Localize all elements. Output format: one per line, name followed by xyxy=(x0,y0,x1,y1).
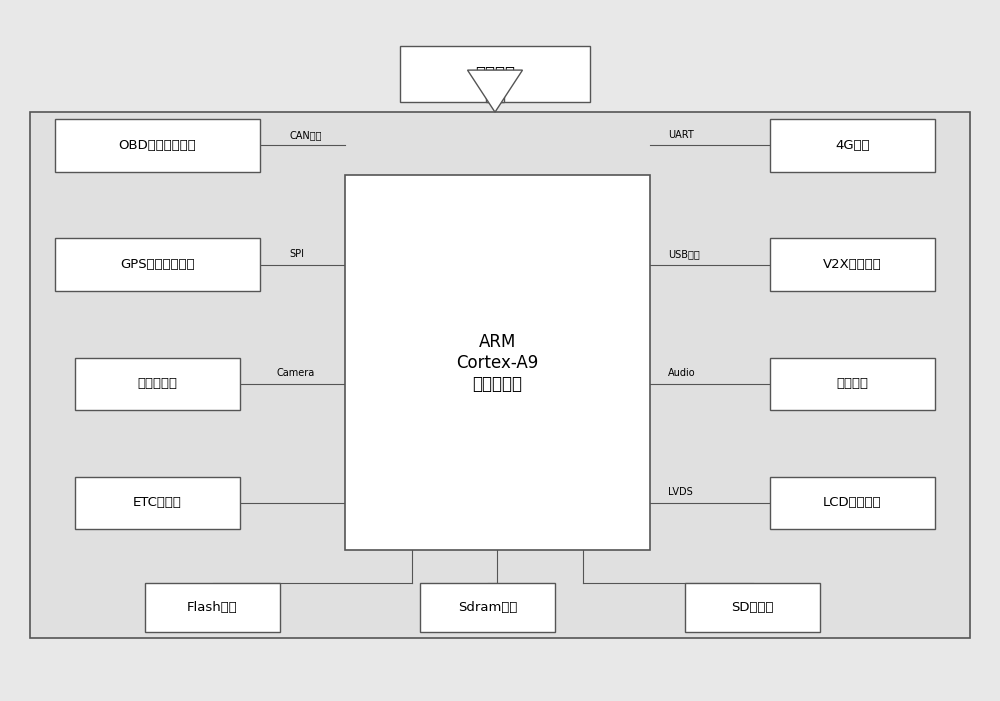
Text: LCD导航模块: LCD导航模块 xyxy=(823,496,882,510)
Text: 电源模块: 电源模块 xyxy=(475,64,515,83)
Bar xyxy=(55,238,260,291)
Text: 摄像头模块: 摄像头模块 xyxy=(138,377,178,390)
Text: 4G模块: 4G模块 xyxy=(835,139,870,152)
Bar xyxy=(486,70,504,102)
Polygon shape xyxy=(467,70,522,112)
Text: Audio: Audio xyxy=(668,368,696,379)
Text: SPI: SPI xyxy=(290,249,305,259)
Bar xyxy=(75,358,240,410)
Text: USB总线: USB总线 xyxy=(668,249,700,259)
Bar xyxy=(30,112,970,638)
Text: GPS组合惯导模块: GPS组合惯导模块 xyxy=(120,258,195,271)
Bar xyxy=(770,477,935,529)
Text: LVDS: LVDS xyxy=(668,487,693,498)
Text: ARM
Cortex-A9
处理器模块: ARM Cortex-A9 处理器模块 xyxy=(456,333,539,393)
Text: UART: UART xyxy=(668,130,694,140)
Text: Sdram模块: Sdram模块 xyxy=(458,601,517,614)
Bar xyxy=(345,175,650,550)
Text: 语音模块: 语音模块 xyxy=(836,377,868,390)
Bar xyxy=(145,583,280,632)
Text: OBD接口信息模块: OBD接口信息模块 xyxy=(119,139,196,152)
Bar xyxy=(400,46,590,102)
Text: CAN总线: CAN总线 xyxy=(290,130,322,140)
Text: SD卡模块: SD卡模块 xyxy=(731,601,774,614)
Bar xyxy=(420,583,555,632)
Bar xyxy=(770,238,935,291)
Bar xyxy=(770,358,935,410)
Text: ETC卡模块: ETC卡模块 xyxy=(133,496,182,510)
Text: Flash模块: Flash模块 xyxy=(187,601,238,614)
Text: V2X通信模块: V2X通信模块 xyxy=(823,258,882,271)
Bar xyxy=(685,583,820,632)
Text: Camera: Camera xyxy=(277,368,315,379)
Bar xyxy=(770,119,935,172)
Bar xyxy=(55,119,260,172)
Bar xyxy=(75,477,240,529)
